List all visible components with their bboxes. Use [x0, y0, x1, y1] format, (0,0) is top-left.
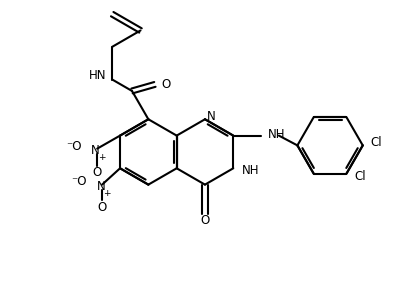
Text: N: N: [207, 110, 216, 123]
Text: +: +: [98, 153, 106, 162]
Text: Cl: Cl: [354, 170, 366, 183]
Text: N: N: [97, 180, 105, 193]
Text: O: O: [97, 201, 107, 214]
Text: HN: HN: [89, 69, 106, 82]
Text: +: +: [103, 189, 111, 198]
Text: O: O: [162, 78, 171, 91]
Text: Cl: Cl: [371, 136, 382, 149]
Text: NH: NH: [242, 164, 260, 177]
Text: O: O: [200, 215, 210, 227]
Text: NH: NH: [268, 128, 286, 141]
Text: ⁻O: ⁻O: [66, 140, 81, 153]
Text: ⁻O: ⁻O: [72, 175, 87, 188]
Text: N: N: [91, 144, 99, 157]
Text: O: O: [93, 166, 102, 179]
